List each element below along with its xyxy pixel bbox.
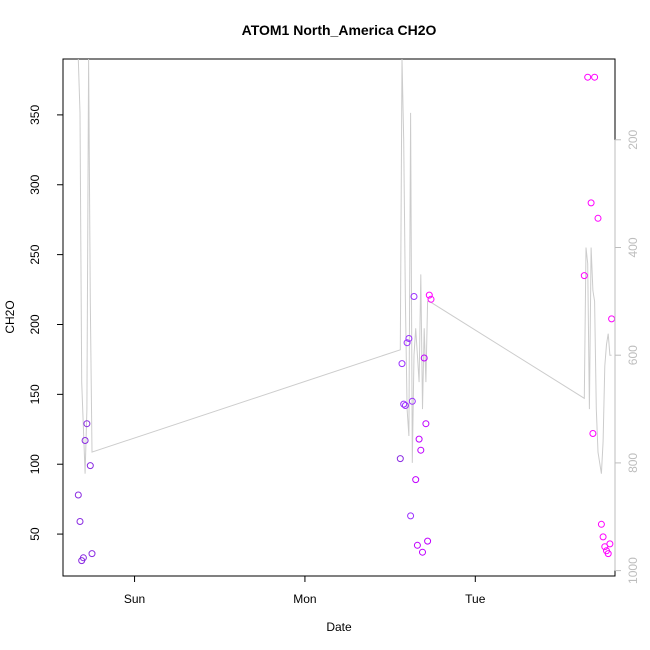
y-axis: 50 100 150 200 250 300 350: [28, 105, 64, 541]
y-tick-label: 350: [28, 105, 42, 125]
y-tick-label: 200: [28, 314, 42, 334]
x-tick-label: Mon: [293, 592, 316, 606]
data-point: [425, 291, 433, 299]
y-tick-label: 250: [28, 244, 42, 264]
data-point: [424, 537, 432, 545]
right-axis: 200 400 600 800 1000: [614, 129, 640, 584]
data-point: [413, 541, 421, 549]
y-tick-label: 150: [28, 384, 42, 404]
data-point: [86, 462, 94, 470]
data-point: [606, 540, 614, 548]
y-axis-label: CH2O: [3, 300, 17, 333]
x-axis: Sun Mon Tue: [124, 575, 486, 606]
data-point: [419, 548, 426, 556]
data-point: [76, 518, 84, 525]
data-point: [584, 73, 592, 81]
data-point: [398, 360, 406, 368]
data-point: [408, 397, 416, 405]
data-point: [401, 402, 409, 409]
line-layer: [77, 59, 612, 474]
right-tick-label: 800: [626, 453, 640, 473]
data-point: [589, 430, 597, 437]
data-point: [88, 550, 96, 558]
data-point: [608, 315, 616, 323]
data-point: [591, 73, 599, 81]
data-point: [410, 293, 418, 300]
data-point: [74, 491, 82, 499]
data-point: [396, 455, 404, 463]
plot-frame: [62, 58, 616, 577]
x-tick-label: Tue: [465, 592, 486, 606]
data-point: [420, 354, 428, 362]
data-point: [412, 476, 420, 484]
data-point: [81, 437, 89, 444]
chart-title: ATOM1 North_America CH2O: [242, 22, 437, 38]
data-point: [403, 339, 411, 347]
data-point: [599, 533, 607, 541]
data-point: [601, 543, 609, 551]
data-point: [83, 420, 91, 428]
data-point: [415, 435, 423, 443]
data-point: [79, 554, 87, 562]
right-tick-label: 400: [626, 237, 640, 257]
y-tick-label: 300: [28, 174, 42, 194]
data-point: [422, 420, 430, 428]
data-point: [604, 550, 612, 558]
y-tick-label: 100: [28, 454, 42, 474]
right-tick-label: 1000: [626, 557, 640, 584]
y-tick-label: 50: [28, 527, 42, 541]
data-point: [405, 335, 413, 342]
data-point: [597, 520, 605, 528]
data-point: [417, 446, 425, 454]
x-tick-label: Sun: [124, 592, 145, 606]
data-point: [594, 214, 602, 222]
points-layer: [74, 73, 616, 565]
data-point: [407, 512, 415, 520]
right-tick-label: 600: [626, 345, 640, 365]
series-line: [77, 59, 612, 474]
data-point: [587, 199, 595, 207]
data-point: [400, 400, 408, 408]
data-point: [580, 272, 588, 280]
data-point: [427, 295, 435, 303]
x-axis-label: Date: [326, 620, 352, 634]
right-tick-label: 200: [626, 129, 640, 149]
